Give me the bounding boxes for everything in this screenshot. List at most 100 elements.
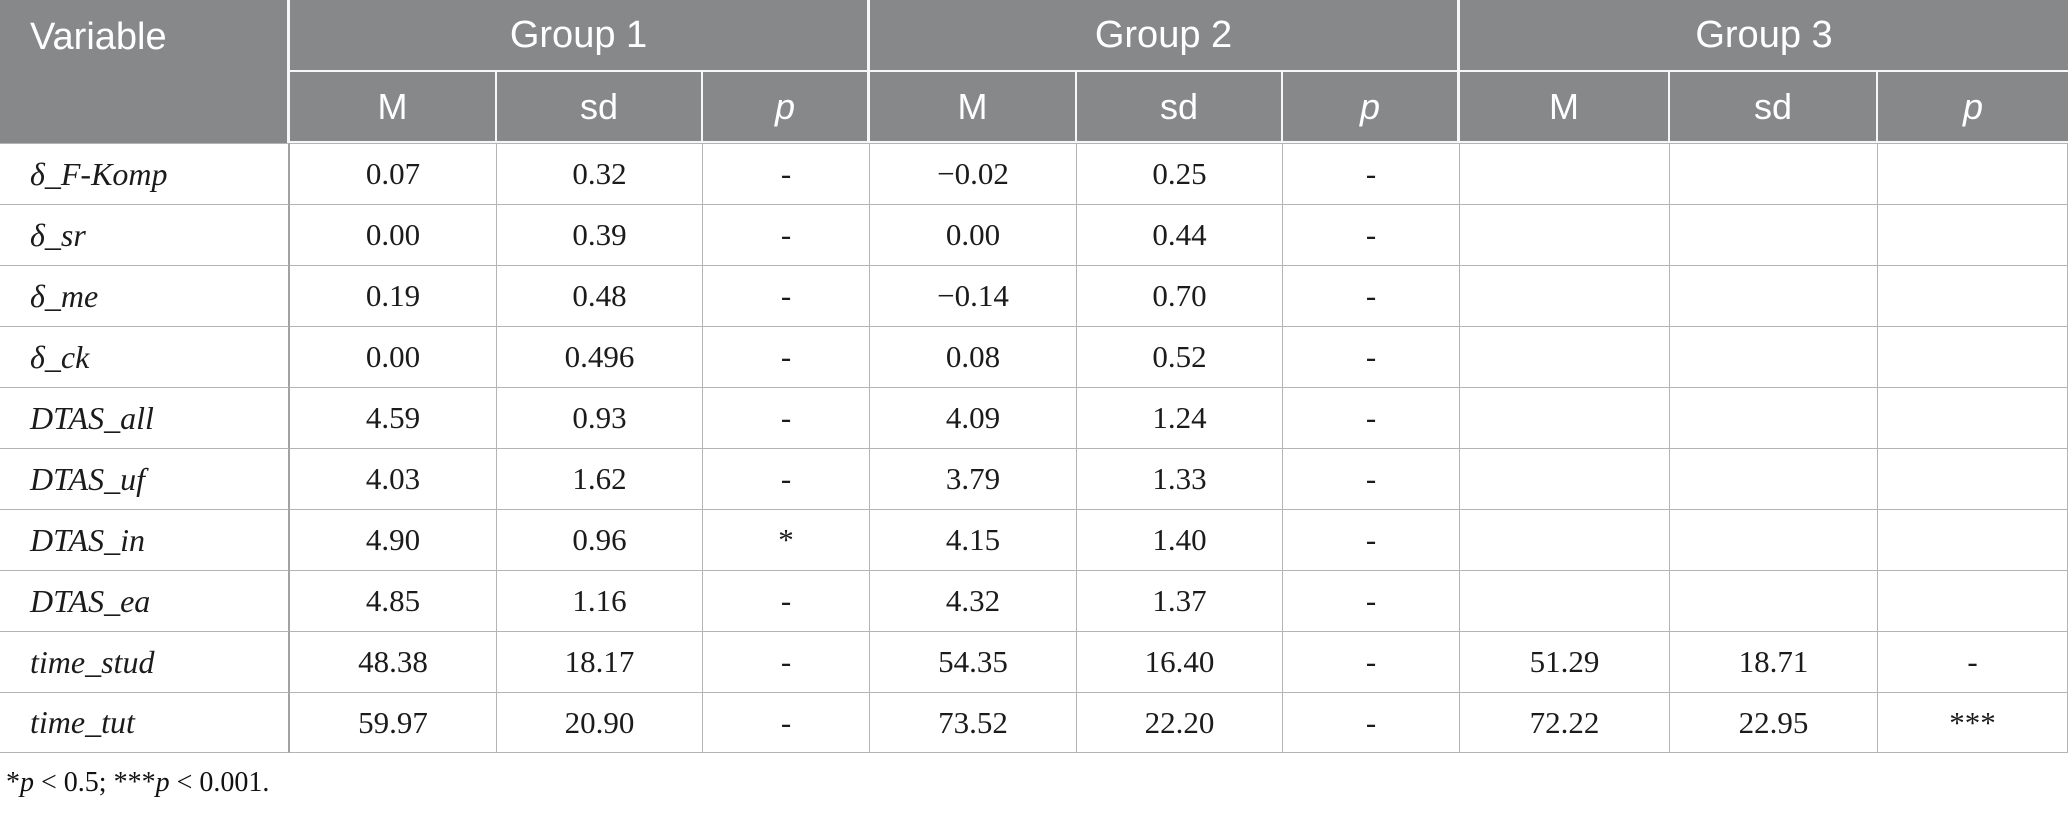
value-cell: 0.07 [290, 143, 497, 204]
value-cell: - [1283, 570, 1460, 631]
value-cell: 72.22 [1460, 692, 1670, 753]
value-cell: 20.90 [497, 692, 703, 753]
value-cell: - [1283, 509, 1460, 570]
value-cell: 48.38 [290, 631, 497, 692]
value-cell: 0.93 [497, 387, 703, 448]
group3-m-header: M [1460, 72, 1670, 143]
value-cell [1670, 326, 1878, 387]
value-cell: 18.17 [497, 631, 703, 692]
value-cell: 1.37 [1077, 570, 1283, 631]
value-cell: 18.71 [1670, 631, 1878, 692]
stat-header-row: M sd p M sd p M sd p [0, 72, 2068, 143]
group3-p-header: p [1878, 72, 2068, 143]
table-row: δ_F-Komp 0.07 0.32 - −0.02 0.25 - [0, 143, 2068, 204]
value-cell [1460, 387, 1670, 448]
value-cell: −0.14 [870, 265, 1077, 326]
value-cell: - [703, 570, 870, 631]
variable-cell: DTAS_ea [0, 570, 290, 631]
value-cell: - [1283, 204, 1460, 265]
value-cell: 4.09 [870, 387, 1077, 448]
group3-header: Group 3 [1460, 0, 2068, 72]
value-cell [1460, 570, 1670, 631]
value-cell: 1.24 [1077, 387, 1283, 448]
value-cell: 1.40 [1077, 509, 1283, 570]
table-row: DTAS_uf 4.03 1.62 - 3.79 1.33 - [0, 448, 2068, 509]
value-cell: - [1283, 143, 1460, 204]
value-cell: - [703, 692, 870, 753]
value-cell: 22.20 [1077, 692, 1283, 753]
group3-sd-header: sd [1670, 72, 1878, 143]
value-cell: 4.03 [290, 448, 497, 509]
value-cell: 16.40 [1077, 631, 1283, 692]
value-cell [1878, 326, 2068, 387]
variable-cell: δ_sr [0, 204, 290, 265]
value-cell [1878, 204, 2068, 265]
footnote-p-symbol: p [155, 767, 170, 798]
value-cell: 0.96 [497, 509, 703, 570]
value-cell: 0.52 [1077, 326, 1283, 387]
value-cell: 1.62 [497, 448, 703, 509]
value-cell [1878, 265, 2068, 326]
value-cell: - [703, 448, 870, 509]
variable-cell: DTAS_in [0, 509, 290, 570]
variable-cell: δ_me [0, 265, 290, 326]
value-cell: 4.15 [870, 509, 1077, 570]
value-cell [1460, 326, 1670, 387]
value-cell: 54.35 [870, 631, 1077, 692]
value-cell: 1.33 [1077, 448, 1283, 509]
table-row: time_stud 48.38 18.17 - 54.35 16.40 - 51… [0, 631, 2068, 692]
value-cell: 0.00 [290, 204, 497, 265]
variable-cell: δ_ck [0, 326, 290, 387]
value-cell: - [703, 326, 870, 387]
value-cell [1670, 387, 1878, 448]
value-cell [1878, 143, 2068, 204]
variable-cell: time_stud [0, 631, 290, 692]
table-body: δ_F-Komp 0.07 0.32 - −0.02 0.25 - δ_sr 0… [0, 143, 2068, 753]
value-cell: - [1283, 692, 1460, 753]
value-cell: 0.48 [497, 265, 703, 326]
value-cell: 0.19 [290, 265, 497, 326]
group1-m-header: M [290, 72, 497, 143]
value-cell: 73.52 [870, 692, 1077, 753]
table-row: δ_sr 0.00 0.39 - 0.00 0.44 - [0, 204, 2068, 265]
descriptive-statistics-table: Variable Group 1 Group 2 Group 3 M sd p … [0, 0, 2068, 753]
value-cell: 0.44 [1077, 204, 1283, 265]
footnote-p-symbol: p [20, 767, 34, 798]
group2-p-header: p [1283, 72, 1460, 143]
table-row: time_tut 59.97 20.90 - 73.52 22.20 - 72.… [0, 692, 2068, 753]
value-cell: 0.39 [497, 204, 703, 265]
group2-header: Group 2 [870, 0, 1460, 72]
table-row: DTAS_all 4.59 0.93 - 4.09 1.24 - [0, 387, 2068, 448]
value-cell [1670, 509, 1878, 570]
group1-sd-header: sd [497, 72, 703, 143]
value-cell: 1.16 [497, 570, 703, 631]
table-row: DTAS_in 4.90 0.96 * 4.15 1.40 - [0, 509, 2068, 570]
table-row: δ_ck 0.00 0.496 - 0.08 0.52 - [0, 326, 2068, 387]
value-cell [1460, 143, 1670, 204]
value-cell: 4.32 [870, 570, 1077, 631]
value-cell: - [1283, 448, 1460, 509]
value-cell: * [703, 509, 870, 570]
value-cell: 3.79 [870, 448, 1077, 509]
value-cell: 4.90 [290, 509, 497, 570]
value-cell [1460, 448, 1670, 509]
variable-column-header: Variable [0, 0, 290, 143]
group1-header: Group 1 [290, 0, 870, 72]
value-cell: - [703, 204, 870, 265]
group2-sd-header: sd [1077, 72, 1283, 143]
value-cell: 0.32 [497, 143, 703, 204]
group1-p-header: p [703, 72, 870, 143]
variable-cell: δ_F-Komp [0, 143, 290, 204]
significance-footnote: *p < 0.5; ***p < 0.001. [6, 767, 2068, 799]
value-cell: 0.70 [1077, 265, 1283, 326]
value-cell: 59.97 [290, 692, 497, 753]
value-cell: 0.08 [870, 326, 1077, 387]
value-cell [1670, 570, 1878, 631]
value-cell: *** [1878, 692, 2068, 753]
variable-cell: time_tut [0, 692, 290, 753]
footnote-star: * [6, 767, 20, 798]
value-cell: - [703, 387, 870, 448]
variable-cell: DTAS_uf [0, 448, 290, 509]
value-cell [1670, 204, 1878, 265]
